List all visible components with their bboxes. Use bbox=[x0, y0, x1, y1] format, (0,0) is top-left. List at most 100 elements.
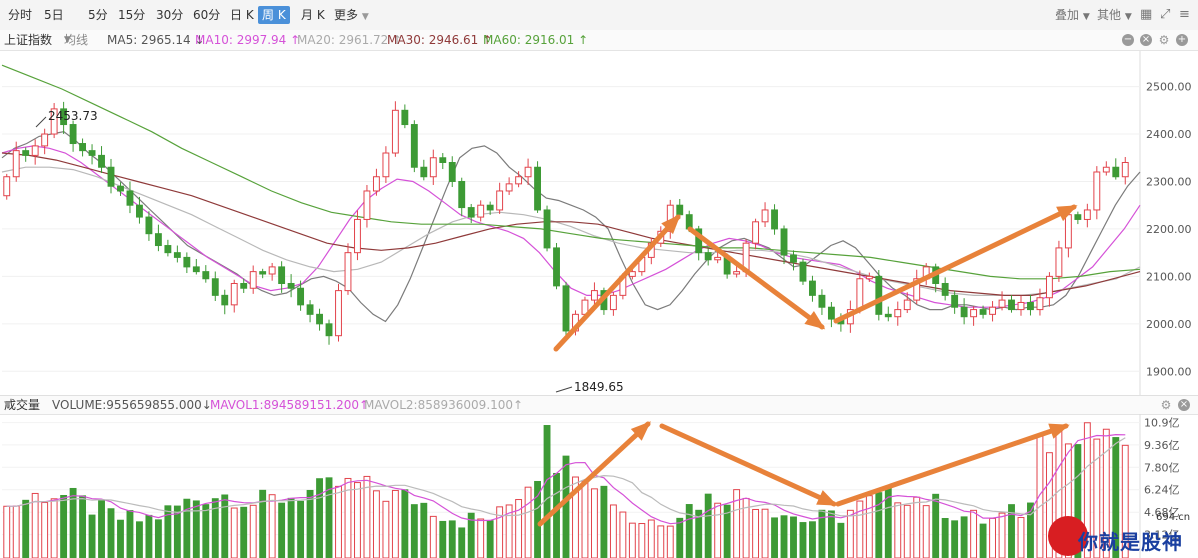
candle bbox=[31, 139, 39, 165]
volume-bar bbox=[818, 509, 826, 558]
volume-bar bbox=[761, 508, 769, 558]
price-tick-label: 2000.00 bbox=[1146, 318, 1192, 331]
volume-bar bbox=[316, 478, 323, 558]
candle bbox=[467, 203, 475, 224]
volume-bar bbox=[439, 520, 447, 558]
tab-timeframe-fenshi[interactable]: 分时 bbox=[8, 8, 33, 22]
volume-bar bbox=[941, 517, 949, 558]
volume-tick-label: 6.24亿 bbox=[1144, 484, 1180, 497]
tab-timeframe-5min[interactable]: 5分 bbox=[88, 8, 108, 22]
volume-bar bbox=[515, 499, 523, 558]
volume-bar bbox=[117, 519, 124, 558]
expand-icon[interactable]: ⤢ bbox=[1160, 7, 1171, 22]
gear-icon[interactable]: ⚙ bbox=[1158, 33, 1170, 47]
volume-grid bbox=[2, 414, 1141, 558]
trend-arrow-up bbox=[833, 204, 1078, 324]
volume-bar bbox=[154, 519, 162, 558]
volume-bar bbox=[543, 425, 551, 558]
volume-bar bbox=[98, 500, 105, 558]
candle bbox=[69, 120, 77, 152]
volume-bar bbox=[780, 515, 788, 558]
candle bbox=[496, 182, 504, 214]
moving-average-lines bbox=[1, 64, 1141, 323]
tab-timeframe-30min[interactable]: 30分 bbox=[156, 8, 184, 22]
volume-bar bbox=[894, 502, 902, 558]
mavol2-value: MAVOL2:858936009.100↑ bbox=[364, 398, 524, 412]
volume-tick-label: 9.36亿 bbox=[1144, 439, 1180, 452]
candle bbox=[1102, 161, 1110, 176]
other-dropdown[interactable]: 其他 ▼ bbox=[1097, 6, 1132, 24]
volume-chart: 3.12亿 4.68亿 6.24亿 7.80亿 9.36亿 10.9亿 bbox=[2, 414, 1180, 558]
tab-timeframe-week[interactable]: 周 K bbox=[258, 6, 290, 24]
candle bbox=[818, 289, 826, 315]
volume-title: 成交量 bbox=[4, 398, 41, 412]
tab-timeframe-day[interactable]: 日 K bbox=[230, 8, 254, 22]
volume-bar bbox=[553, 472, 560, 558]
tab-timeframe-60min[interactable]: 60分 bbox=[193, 8, 221, 22]
volume-bar bbox=[107, 508, 115, 558]
volume-bar bbox=[903, 504, 911, 558]
tab-timeframe-month[interactable]: 月 K bbox=[301, 8, 325, 22]
volume-bar bbox=[846, 509, 854, 558]
volume-bar bbox=[211, 498, 219, 558]
candle bbox=[164, 239, 172, 257]
candle bbox=[827, 301, 835, 328]
candle bbox=[1017, 295, 1025, 316]
minimize-icon[interactable]: − bbox=[1122, 34, 1134, 46]
volume-bar bbox=[799, 522, 807, 558]
volume-bar bbox=[951, 520, 959, 558]
timeframe-toolbar: 分时 5日 5分 15分 30分 60分 日 K 周 K 月 K 更多 ▼ 叠加… bbox=[0, 0, 1198, 31]
volume-bar bbox=[230, 507, 238, 558]
close-icon[interactable]: × bbox=[1140, 34, 1152, 46]
volume-bar bbox=[827, 510, 835, 558]
overlay-dropdown[interactable]: 叠加 ▼ bbox=[1055, 6, 1090, 24]
volume-bar bbox=[3, 505, 11, 558]
tab-timeframe-15min[interactable]: 15分 bbox=[118, 8, 146, 22]
candle bbox=[41, 128, 49, 155]
close-icon[interactable]: × bbox=[1178, 399, 1190, 411]
volume-bar bbox=[221, 494, 229, 558]
volume-axis: 3.12亿 4.68亿 6.24亿 7.80亿 9.36亿 10.9亿 bbox=[1144, 417, 1180, 542]
watermark: 694.cn 你就是股神 bbox=[1044, 512, 1194, 556]
volume-bar bbox=[989, 517, 996, 558]
candle bbox=[297, 280, 305, 311]
volume-bar bbox=[268, 494, 276, 558]
volume-arrow-up bbox=[835, 423, 1070, 507]
add-icon[interactable]: + bbox=[1176, 34, 1188, 46]
volume-trend-arrows bbox=[537, 421, 1070, 527]
volume-indicator-bar: 成交量 ▼ VOLUME:955659855.000↓ MAVOL1:89458… bbox=[0, 395, 1198, 415]
volume-bar bbox=[335, 485, 342, 558]
chevron-down-icon: ▼ bbox=[1082, 12, 1090, 22]
candle bbox=[211, 271, 219, 301]
candle bbox=[534, 161, 542, 213]
candle bbox=[515, 171, 523, 188]
volume-bar bbox=[960, 516, 968, 558]
volume-bar bbox=[752, 508, 760, 558]
volume-tick-label: 3.12亿 bbox=[1144, 529, 1180, 542]
volume-bar bbox=[325, 477, 333, 558]
candle bbox=[79, 138, 87, 157]
volume-bar bbox=[1083, 422, 1091, 558]
more-timeframes-dropdown[interactable]: 更多 ▼ bbox=[330, 6, 373, 24]
volume-bar bbox=[278, 502, 286, 558]
volume-bar bbox=[41, 502, 49, 558]
candle bbox=[790, 250, 797, 271]
candle bbox=[951, 290, 959, 314]
candle bbox=[809, 275, 816, 302]
collapse-icon[interactable]: ≡ bbox=[1179, 7, 1190, 22]
grid-icon[interactable]: ▦ bbox=[1140, 7, 1153, 22]
volume-bar bbox=[164, 505, 172, 558]
volume-bar bbox=[998, 512, 1006, 558]
candle bbox=[278, 261, 286, 293]
volume-bars bbox=[3, 422, 1129, 558]
tab-timeframe-5day[interactable]: 5日 bbox=[44, 8, 64, 22]
price-tick-label: 2200.00 bbox=[1146, 223, 1192, 236]
volume-bar bbox=[1093, 438, 1101, 558]
candle bbox=[240, 278, 248, 293]
candle bbox=[553, 243, 560, 290]
candle bbox=[1121, 156, 1129, 185]
gear-icon[interactable]: ⚙ bbox=[1160, 398, 1172, 412]
candle bbox=[1045, 272, 1053, 307]
ma-indicator-bar: 上证指数 均线 ▼ MA5: 2965.14 ↓ MA10: 2997.94 ↑… bbox=[0, 30, 1198, 51]
mavol2-line bbox=[6, 437, 1126, 518]
